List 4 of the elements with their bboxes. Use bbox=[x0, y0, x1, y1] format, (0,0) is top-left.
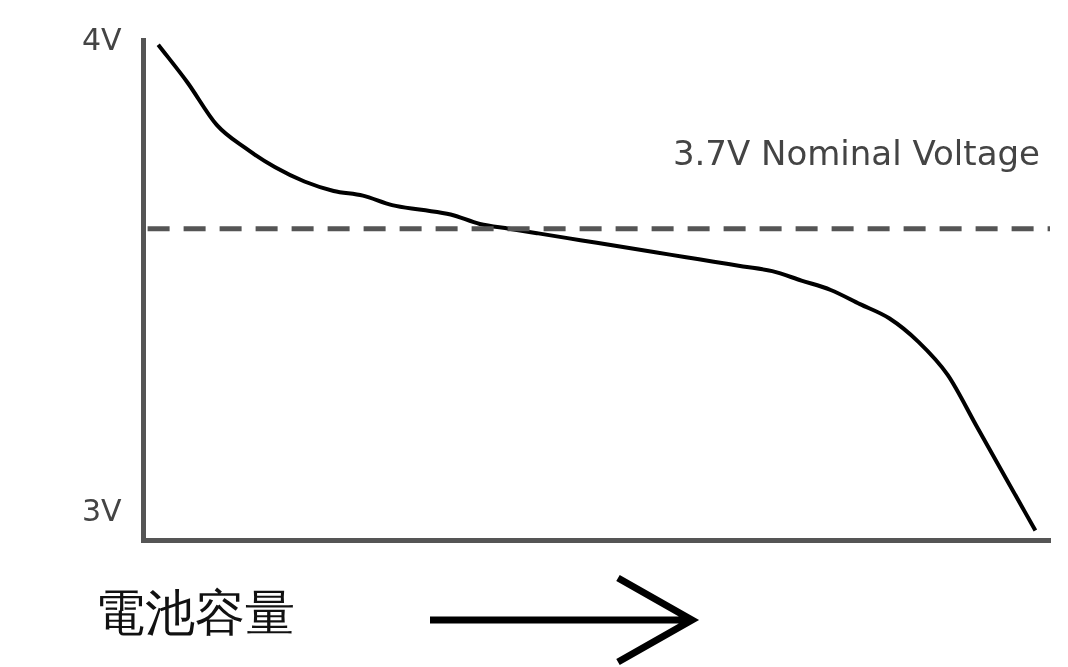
y-tick-label: 3V bbox=[82, 493, 123, 529]
y-tick-label: 4V bbox=[82, 21, 123, 57]
annotation: 3.7V Nominal Voltage bbox=[672, 133, 1040, 173]
x-axis-title: 電池容量 bbox=[95, 583, 295, 644]
